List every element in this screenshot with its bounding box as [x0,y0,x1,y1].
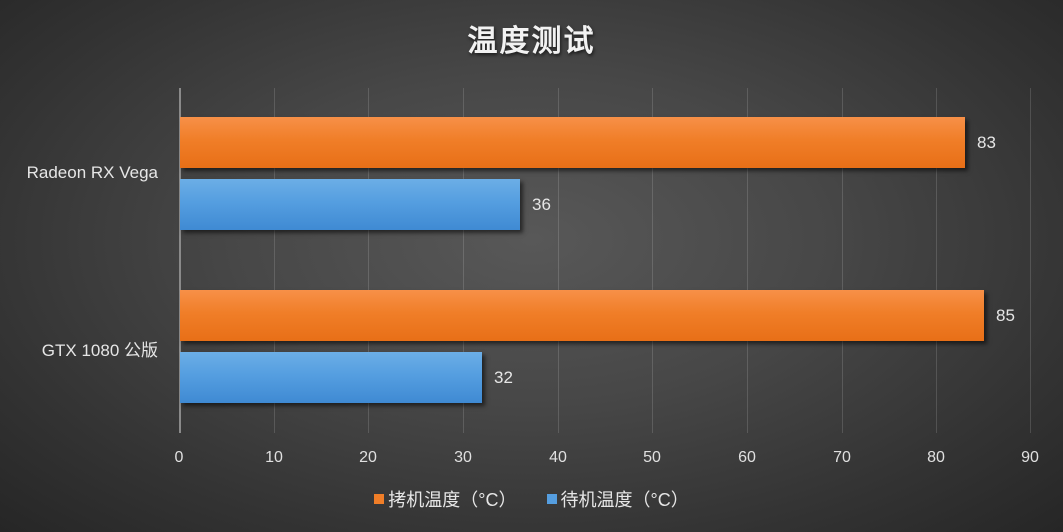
gridline-70 [841,88,843,433]
gridline-60 [747,88,748,433]
legend-label-load: 拷机温度（°C） [388,490,517,510]
bar-radeon-idle [180,179,520,230]
gridline-10 [273,88,275,433]
gridline-20 [368,88,370,433]
legend-item-load[interactable]: 拷机温度（°C） [374,486,517,512]
category-label-radeon: Radeon RX Vega [26,163,158,182]
value-label-radeon-idle: 36 [532,195,551,214]
value-label-radeon-load: 83 [977,133,996,152]
gridline-30 [463,88,464,433]
x-tick: 80 [927,449,945,466]
legend-swatch-orange-icon [374,494,385,504]
legend-item-idle[interactable]: 待机温度（°C） [546,486,689,512]
bar-radeon-load [180,117,965,168]
x-tick: 60 [738,449,756,466]
x-tick: 40 [549,449,567,466]
x-tick: 30 [454,449,472,466]
gridline-50 [652,88,654,433]
gridline-80 [936,88,938,433]
chart-title: 温度测试 [467,24,596,59]
x-tick: 70 [833,449,851,466]
plot-area: 83 36 85 32 [179,88,1031,433]
value-label-gtx-load: 85 [996,306,1015,325]
y-axis-line [179,88,181,433]
x-tick: 90 [1021,449,1039,466]
category-label-gtx: GTX 1080 公版 [41,341,158,360]
bar-gtx-idle [180,352,482,403]
bar-gtx-load [180,290,984,341]
gridline-90 [1030,88,1031,433]
legend-label-idle: 待机温度（°C） [560,490,689,510]
legend: 拷机温度（°C） 待机温度（°C） [0,486,1063,512]
x-tick: 20 [359,449,377,466]
x-tick: 50 [643,449,661,466]
gridline-40 [557,88,559,433]
x-tick: 0 [174,449,184,466]
value-label-gtx-idle: 32 [494,368,513,387]
x-tick: 10 [265,449,283,466]
legend-swatch-blue-icon [546,494,557,504]
